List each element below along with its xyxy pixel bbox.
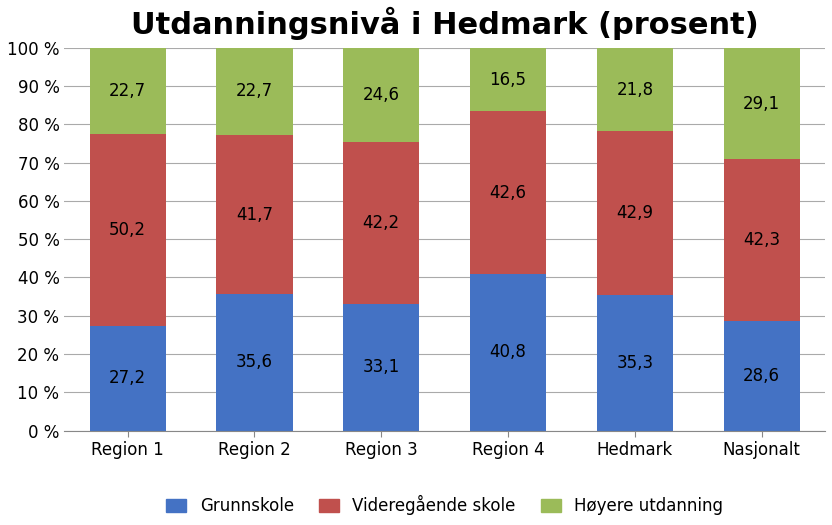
Text: 22,7: 22,7 (236, 82, 273, 100)
Text: 42,9: 42,9 (617, 204, 653, 223)
Bar (344, 142, 419, 304)
Bar (90, 134, 166, 327)
Text: 42,6: 42,6 (489, 184, 527, 202)
Text: 41,7: 41,7 (236, 206, 273, 224)
Text: 28,6: 28,6 (743, 367, 780, 385)
Bar (90, 327, 166, 430)
Bar (216, 295, 293, 430)
Text: 35,6: 35,6 (236, 353, 273, 371)
Bar (470, 275, 546, 430)
Text: 24,6: 24,6 (363, 87, 400, 104)
Bar (724, 48, 800, 159)
Bar (597, 296, 673, 430)
Title: Utdanningsnivå i Hedmark (prosent): Utdanningsnivå i Hedmark (prosent) (131, 7, 759, 40)
Legend: Grunnskole, Videregående skole, Høyere utdanning: Grunnskole, Videregående skole, Høyere u… (160, 489, 730, 522)
Text: 22,7: 22,7 (109, 82, 146, 100)
Text: 42,2: 42,2 (363, 214, 400, 232)
Text: 33,1: 33,1 (363, 358, 400, 376)
Bar (470, 48, 546, 111)
Bar (344, 48, 419, 142)
Bar (216, 48, 293, 135)
Text: 35,3: 35,3 (617, 354, 653, 372)
Text: 27,2: 27,2 (109, 370, 146, 387)
Bar (344, 304, 419, 430)
Text: 42,3: 42,3 (743, 231, 780, 249)
Bar (216, 135, 293, 295)
Text: 16,5: 16,5 (489, 71, 527, 89)
Bar (724, 159, 800, 321)
Text: 40,8: 40,8 (490, 343, 527, 362)
Text: 29,1: 29,1 (743, 94, 780, 113)
Text: 21,8: 21,8 (617, 81, 653, 99)
Bar (597, 131, 673, 296)
Bar (597, 48, 673, 131)
Bar (90, 48, 166, 134)
Bar (470, 111, 546, 275)
Bar (724, 321, 800, 430)
Text: 50,2: 50,2 (109, 222, 146, 239)
